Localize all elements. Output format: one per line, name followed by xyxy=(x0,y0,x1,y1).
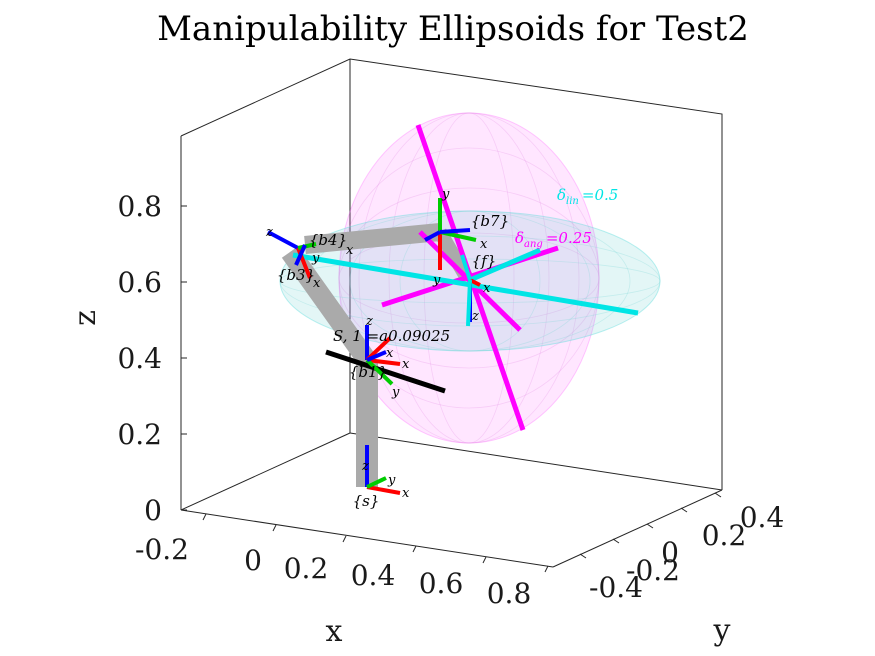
frame-f xyxy=(460,254,481,327)
y-tick-label: 0 xyxy=(661,536,679,569)
svg-text:δang=0.25: δang =0.25 xyxy=(515,229,592,250)
link-forearm xyxy=(304,223,441,254)
z-tick-label: 0.8 xyxy=(117,190,162,223)
svg-text:z: z xyxy=(471,309,479,324)
x-axis: -0.2 0 0.2 0.4 0.6 0.8 x xyxy=(135,513,549,649)
x-tick-label: 0.6 xyxy=(419,567,464,600)
frame-b7 xyxy=(424,198,477,270)
x-tick-label: 0.4 xyxy=(351,559,396,592)
svg-text:x: x xyxy=(402,486,410,501)
svg-text:x: x xyxy=(402,357,410,372)
frame-b4-label: {b4} xyxy=(309,231,347,249)
lin-annotation: δlin =0.5 xyxy=(557,186,618,207)
x-tick-label: 0.8 xyxy=(487,577,532,610)
x-tick-label: 0 xyxy=(244,544,262,577)
axes-box xyxy=(180,58,723,568)
svg-text:x: x xyxy=(480,237,488,252)
chart-title: Manipulability Ellipsoids for Test2 xyxy=(157,9,749,49)
z-tick-label: 0.6 xyxy=(117,266,162,299)
x-tick-label: -0.2 xyxy=(135,533,189,566)
frame-b3-label: {b3} xyxy=(277,266,315,284)
svg-text:y: y xyxy=(441,187,450,202)
y-tick-label: -0.4 xyxy=(589,571,643,604)
frame-f-label: {f} xyxy=(472,252,497,270)
svg-text:x: x xyxy=(313,276,321,291)
svg-text:x: x xyxy=(386,346,394,361)
frame-b1-label: {b1} xyxy=(349,363,387,381)
frame-s xyxy=(365,445,401,495)
svg-text:y: y xyxy=(311,251,320,266)
frame-b3 xyxy=(267,230,317,279)
svg-text:y: y xyxy=(432,273,441,288)
singular-direction xyxy=(325,349,446,394)
svg-text:z: z xyxy=(265,225,273,240)
link-upper xyxy=(281,246,376,366)
z-axis-title: z xyxy=(68,310,103,326)
x-axis-title: x xyxy=(326,614,343,649)
svg-text:y: y xyxy=(387,473,396,488)
svg-text:z: z xyxy=(361,459,369,474)
y-axis-title: y xyxy=(713,613,731,648)
frame-axis-letters: x y z x y z x x y z y y x x z x xyxy=(265,187,491,501)
x-tick-label: 0.2 xyxy=(284,552,329,585)
lin-axis-minor xyxy=(469,247,541,283)
ang-annotation: δang =0.25 xyxy=(515,229,592,250)
svg-text:z: z xyxy=(365,314,373,329)
svg-text:x: x xyxy=(483,281,491,296)
y-tick-label: 0.2 xyxy=(702,519,747,552)
lin-axis-major xyxy=(292,252,639,316)
y-tick-label: 0.4 xyxy=(740,501,785,534)
svg-text:x: x xyxy=(346,243,354,258)
z-axis: 0 0.2 0.4 0.6 0.8 z xyxy=(68,190,187,527)
frame-s-label: {s} xyxy=(353,492,380,510)
y-tick-label: -0.2 xyxy=(626,554,680,587)
z-tick-label: 0.4 xyxy=(117,342,162,375)
frame-b1 xyxy=(365,325,401,386)
y-axis: -0.4 -0.2 0 0.2 0.4 y xyxy=(579,492,785,648)
singular-annotation: S, 1 =a0.09025 xyxy=(333,327,450,345)
svg-text:δlin=0.5: δlin =0.5 xyxy=(557,186,618,207)
svg-text:y: y xyxy=(391,385,400,400)
z-tick-label: 0 xyxy=(144,494,162,527)
z-tick-label: 0.2 xyxy=(117,418,162,451)
frame-b7-label: {b7} xyxy=(471,212,509,230)
